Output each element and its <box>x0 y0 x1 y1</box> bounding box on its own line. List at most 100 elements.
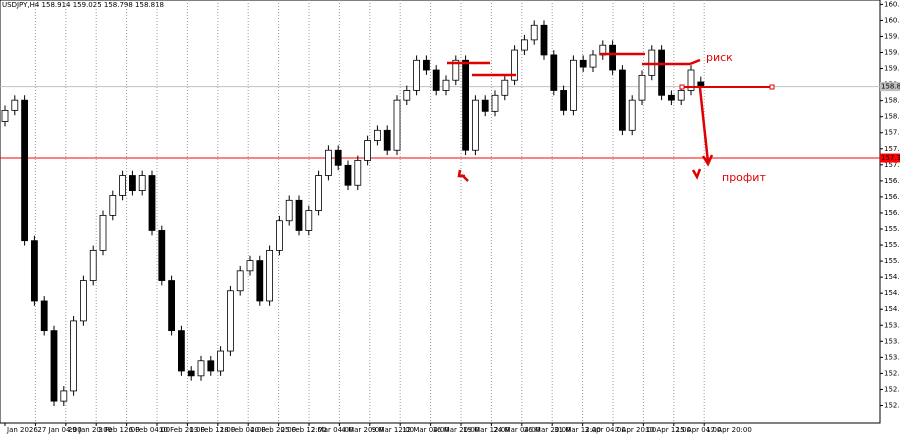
candle-body <box>393 99 401 151</box>
arrow-head <box>701 154 714 167</box>
price-tag-label: 158.818 <box>881 83 900 91</box>
candle-body <box>177 330 185 372</box>
x-tick-label: 4 Mar 20:00 <box>341 426 383 434</box>
arrow <box>689 58 701 66</box>
y-tick-label: 159.190 <box>884 65 900 73</box>
candle-body <box>70 320 77 392</box>
y-tick-label: 155.230 <box>884 257 900 265</box>
arrow <box>698 87 710 163</box>
candle-body <box>256 260 264 302</box>
candle-body <box>217 350 225 372</box>
x-tick-label: 9 Mar 12:00 <box>372 426 414 434</box>
y-tick-label: 154.900 <box>884 273 900 281</box>
x-tick-label: 16 Mar 20:00 <box>433 426 480 434</box>
candle-body <box>462 59 470 151</box>
candle-body <box>648 49 656 76</box>
candle-body <box>226 290 234 352</box>
risk-levels <box>447 52 714 182</box>
candle-body <box>658 49 665 96</box>
candle-body <box>521 39 528 51</box>
x-tick-label: 7 Apr 20:00 <box>615 426 656 434</box>
x-tick-label: 19 Mar 12:00 <box>463 426 510 434</box>
candle-body <box>30 240 38 302</box>
x-tick-label: 13 Feb 12:00 <box>189 426 235 434</box>
x-tick-label: 15 Apr 04:00 <box>676 426 722 434</box>
candle-body <box>589 54 597 68</box>
candle-body <box>697 81 705 88</box>
candle-body <box>40 300 48 332</box>
candle-body <box>560 90 567 111</box>
y-tick-label: 159.520 <box>884 49 900 57</box>
candle-body <box>638 74 646 101</box>
candle-body <box>540 24 548 56</box>
candle-body <box>452 59 460 81</box>
y-tick-label: 156.220 <box>884 209 900 217</box>
y-tick-label: 156.880 <box>884 177 900 185</box>
candle-body <box>168 280 176 332</box>
candle-body <box>579 59 587 68</box>
candle-body <box>285 199 293 222</box>
y-tick-label: 158.530 <box>884 97 900 105</box>
candle-body <box>305 210 313 231</box>
candle-body <box>354 160 362 186</box>
y-tick-label: 160.510 <box>884 0 900 8</box>
candle-body <box>80 280 87 322</box>
candle-body <box>334 149 342 166</box>
price-tag-label: 157.350 <box>881 154 900 162</box>
price-tag <box>880 82 900 92</box>
candle-body <box>158 230 166 281</box>
x-tick-label: 10 Apr 12:00 <box>645 426 691 434</box>
candle-body <box>128 175 136 191</box>
candle-body <box>373 129 381 141</box>
candle-body <box>89 249 97 281</box>
candle-body <box>511 49 519 81</box>
y-tick-label: 159.850 <box>884 32 900 40</box>
price-tag <box>880 153 900 163</box>
candle-body <box>471 99 479 151</box>
y-tick-label: 152.590 <box>884 385 900 393</box>
candle-body <box>570 59 577 111</box>
y-tick-label: 158.200 <box>884 113 900 121</box>
candle-body <box>687 69 695 91</box>
candle-body <box>481 99 489 112</box>
candle-body <box>50 330 58 402</box>
candle-body <box>628 99 636 131</box>
candle-body <box>246 260 254 272</box>
x-tick-label: 6 Feb 04:00 <box>129 426 170 434</box>
y-tick-label: 157.210 <box>884 161 900 169</box>
candle-body <box>60 390 68 402</box>
candle-body <box>295 199 303 231</box>
y-tick-label: 152.920 <box>884 369 900 377</box>
y-tick-label: 160.180 <box>884 16 900 24</box>
candle-body <box>109 195 117 216</box>
candle-body <box>619 69 626 131</box>
y-tick-label: 154.240 <box>884 305 900 313</box>
candle-body <box>315 175 323 211</box>
plot-frame <box>0 0 881 424</box>
y-tick-label: 153.910 <box>884 321 900 329</box>
candle-body <box>550 54 558 91</box>
annotation: профит <box>722 171 766 184</box>
x-tick-label: 2 Mar 04:00 <box>311 426 353 434</box>
x-tick-label: 20 Feb 20:00 <box>250 426 296 434</box>
candle-body <box>99 214 107 251</box>
candle-body <box>364 140 372 161</box>
x-tick-label: 10 Feb 20:00 <box>159 426 205 434</box>
candle-body <box>207 360 215 372</box>
candle-body <box>383 129 391 151</box>
x-tick-label: 18 Feb 04:00 <box>220 426 266 434</box>
candle-body <box>324 149 332 176</box>
arrow-head <box>691 168 702 180</box>
x-tick-label: 25 Feb 12:00 <box>281 426 327 434</box>
y-tick-label: 157.870 <box>884 129 900 137</box>
handle <box>679 84 685 90</box>
candle-body <box>668 94 675 101</box>
x-tick-label: 26 Mar 20:00 <box>524 426 571 434</box>
x-tick-label: 31 Mar 12:00 <box>554 426 601 434</box>
candle-body <box>344 164 352 186</box>
candle-body <box>1 109 9 122</box>
candle-body <box>413 59 421 91</box>
y-tick-label: 154.570 <box>884 289 900 297</box>
candle-body <box>432 69 440 91</box>
